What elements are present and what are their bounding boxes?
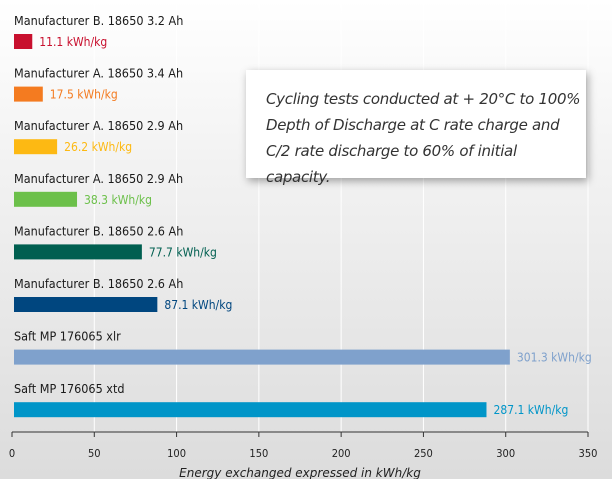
data-label: 77.7 kWh/kg	[149, 245, 217, 259]
category-label: Saft MP 176065 xlr	[14, 329, 121, 344]
category-label: Saft MP 176065 xtd	[14, 381, 125, 396]
x-tick-label: 250	[414, 447, 433, 460]
test-conditions-text: Cycling tests conducted at + 20°C to 100…	[266, 90, 581, 186]
category-label: Manufacturer B. 18650 2.6 Ah	[14, 223, 183, 238]
x-tick-label: 200	[332, 447, 351, 460]
bar	[14, 34, 33, 49]
bar	[14, 349, 510, 365]
data-label: 38.3 kWh/kg	[84, 193, 152, 207]
x-axis-title: Energy exchanged expressed in kWh/kg	[179, 466, 421, 479]
data-label: 87.1 kWh/kg	[164, 298, 232, 312]
x-tick-label: 0	[9, 447, 15, 460]
data-label: 11.1 kWh/kg	[39, 35, 107, 49]
category-label: Manufacturer A. 18650 2.9 Ah	[14, 171, 183, 186]
data-label: 17.5 kWh/kg	[50, 88, 118, 102]
x-tick-label: 100	[167, 447, 186, 460]
data-label: 26.2 kWh/kg	[64, 140, 132, 154]
x-tick-label: 350	[579, 447, 598, 460]
category-label: Manufacturer B. 18650 2.6 Ah	[14, 276, 183, 291]
bar	[14, 402, 487, 418]
x-tick-label: 150	[249, 447, 268, 460]
category-label: Manufacturer A. 18650 2.9 Ah	[14, 118, 183, 133]
x-tick-label: 300	[496, 447, 515, 460]
x-tick-label: 50	[88, 447, 101, 460]
data-label: 287.1 kWh/kg	[493, 403, 568, 417]
bar	[14, 244, 142, 260]
bar	[14, 297, 158, 312]
bar	[14, 191, 78, 207]
test-conditions-note: Cycling tests conducted at + 20°C to 100…	[246, 70, 586, 186]
bar	[14, 139, 58, 155]
category-label: Manufacturer A. 18650 3.4 Ah	[14, 66, 183, 81]
bar	[14, 86, 43, 102]
category-label: Manufacturer B. 18650 3.2 Ah	[14, 13, 183, 28]
data-label: 301.3 kWh/kg	[517, 351, 592, 365]
